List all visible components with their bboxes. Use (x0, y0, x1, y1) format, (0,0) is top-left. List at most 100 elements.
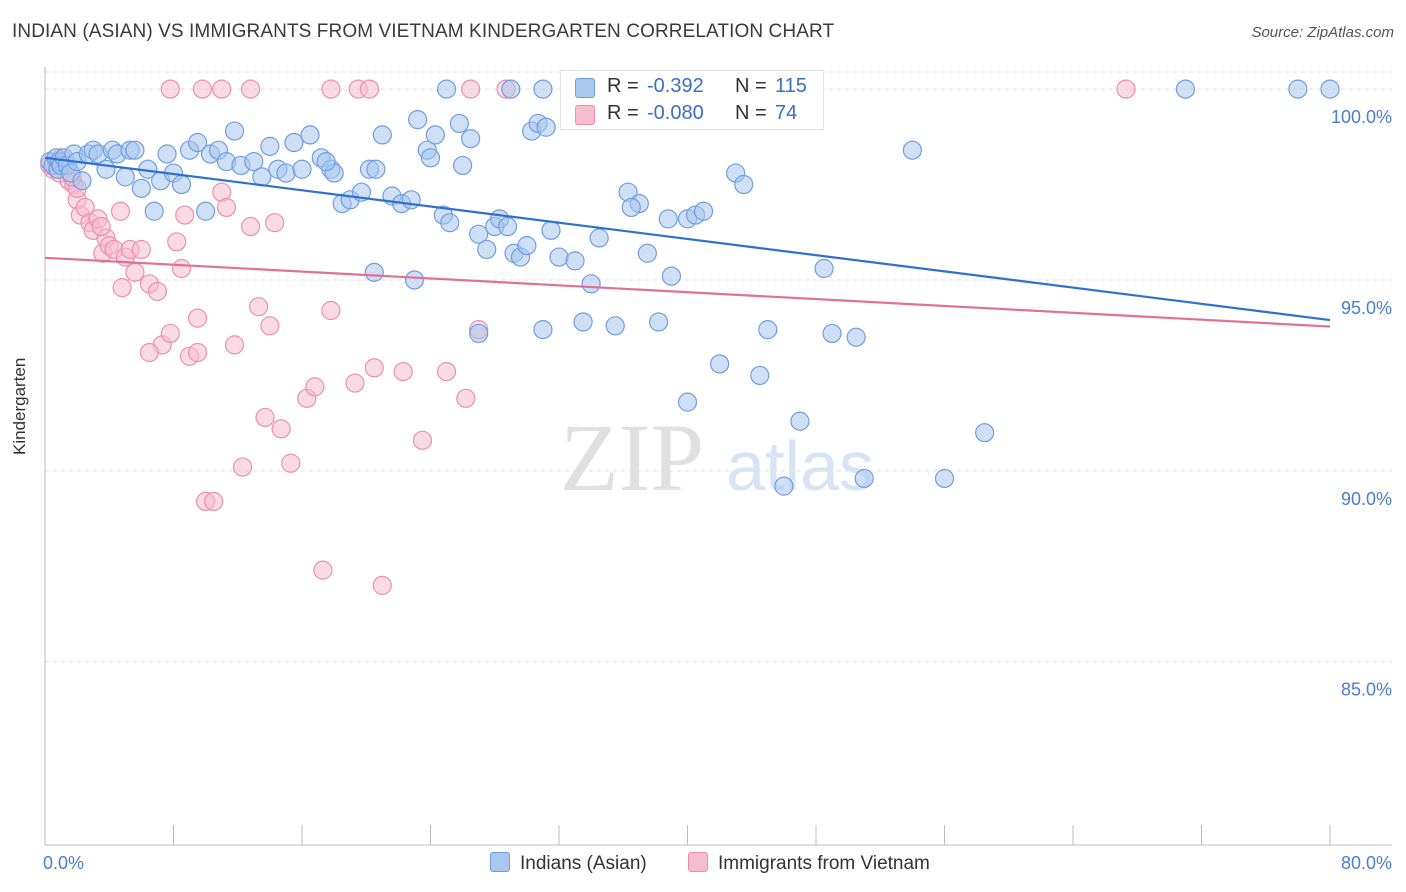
data-point (321, 79, 341, 99)
data-point (1116, 79, 1136, 99)
y-tick-label: 95.0% (1341, 298, 1392, 318)
data-point (276, 163, 296, 183)
data-point (321, 300, 341, 321)
data-point (533, 320, 553, 340)
data-point (541, 220, 561, 240)
data-point (734, 174, 754, 195)
data-point (750, 365, 770, 386)
data-point (605, 316, 625, 336)
data-point (167, 232, 187, 252)
data-point (125, 140, 145, 160)
data-point (693, 201, 714, 221)
watermark: ZIP atlas (560, 404, 874, 511)
data-point (573, 312, 593, 332)
data-point (372, 125, 392, 145)
x-tick-label-max: 80.0% (1341, 853, 1392, 873)
source-label: Source: ZipAtlas.com (1251, 24, 1394, 41)
watermark-zip: ZIP (560, 404, 704, 511)
data-point (581, 274, 601, 294)
data-point (232, 457, 253, 477)
data-point (72, 171, 92, 191)
data-point (549, 247, 569, 267)
data-point (975, 423, 995, 443)
legend-n-label: N = (735, 102, 767, 124)
data-point (420, 148, 441, 168)
legend-r-label: R = (607, 102, 639, 124)
data-point (224, 121, 245, 141)
legend-vietnam-label: Immigrants from Vietnam (718, 853, 930, 874)
data-point (139, 342, 160, 363)
data-point (131, 239, 151, 260)
data-point (453, 155, 473, 176)
tick-labels: 85.0% 90.0% 95.0% 100.0% 0.0% 80.0% (43, 107, 1392, 873)
data-point (292, 159, 312, 179)
data-point (440, 213, 460, 233)
data-point (648, 312, 669, 332)
data-point (758, 320, 778, 340)
data-point (171, 258, 192, 279)
data-point (157, 144, 177, 164)
data-point (110, 201, 131, 221)
data-point (425, 125, 445, 145)
legend-n-value: 115 (775, 75, 807, 97)
data-point (284, 132, 304, 153)
data-point (934, 468, 955, 489)
data-point (774, 476, 794, 496)
legend-n-label: N = (735, 75, 767, 97)
bottom-legend-vietnam: Immigrants from Vietnam (688, 852, 930, 875)
data-point (469, 323, 489, 344)
data-point (412, 430, 433, 450)
data-point (565, 251, 585, 271)
data-point (187, 308, 208, 328)
legend-r-value: -0.080 (647, 102, 704, 124)
data-point (790, 411, 810, 431)
axes (44, 67, 1392, 846)
data-point (658, 209, 678, 229)
data-point (216, 197, 237, 218)
data-point (192, 79, 213, 99)
data-point (241, 79, 261, 99)
data-point (436, 79, 457, 99)
data-point (241, 216, 261, 237)
data-point (112, 278, 132, 298)
data-point (498, 216, 518, 237)
data-point (461, 79, 481, 99)
data-point (96, 159, 116, 179)
data-point (144, 201, 164, 221)
data-point (91, 216, 111, 237)
data-point (160, 323, 180, 344)
data-point (147, 281, 168, 302)
stats-legend: R = -0.392 N = 115 R = -0.080 N = 74 (560, 70, 824, 130)
legend-indians-label: Indians (Asian) (520, 853, 647, 874)
data-point (677, 392, 698, 412)
swatch-pink-icon (575, 105, 595, 125)
data-point (160, 79, 180, 99)
swatch-blue-icon (575, 78, 595, 98)
chart-title: INDIAN (ASIAN) VS IMMIGRANTS FROM VIETNA… (12, 21, 835, 42)
legend-pink-icon (688, 852, 708, 872)
data-point (255, 407, 275, 428)
trend-line-vietnam (44, 256, 1331, 328)
data-point (1320, 79, 1340, 99)
data-point (854, 468, 874, 489)
data-point (477, 239, 497, 260)
data-point (469, 224, 489, 244)
data-point (393, 362, 413, 382)
data-point (224, 335, 245, 355)
data-point (814, 258, 834, 279)
data-point (1288, 79, 1308, 99)
data-point (359, 79, 380, 99)
data-point (637, 243, 657, 263)
data-point (265, 213, 285, 233)
data-point (621, 197, 641, 218)
data-point (1175, 79, 1196, 99)
data-point (533, 79, 553, 99)
legend-r-value: -0.392 (647, 75, 704, 97)
data-point (305, 377, 325, 397)
data-point (131, 178, 151, 198)
data-point (300, 125, 320, 145)
watermark-atlas: atlas (726, 427, 874, 505)
data-point (316, 152, 336, 172)
data-point (401, 190, 421, 210)
